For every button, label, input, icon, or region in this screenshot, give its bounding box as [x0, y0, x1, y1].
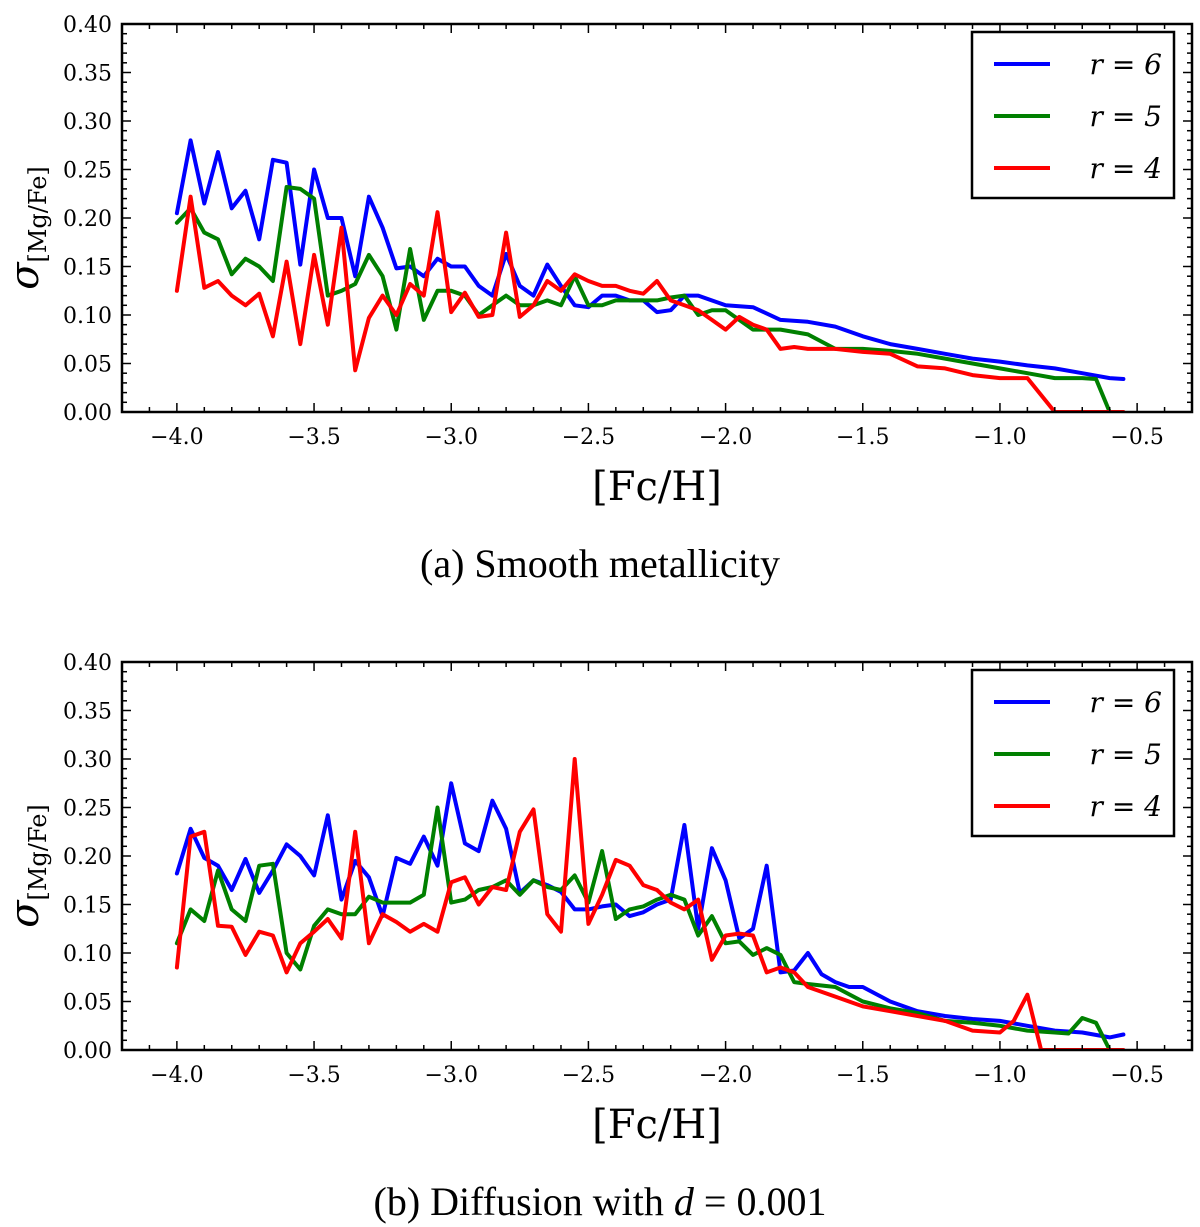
y-tick-label: 0.05 — [63, 991, 112, 1016]
x-axis-label: [Fc/H] — [592, 464, 722, 510]
x-tick-label: −4.0 — [150, 425, 203, 450]
y-tick-label: 0.30 — [63, 110, 112, 135]
series-line-r-4 — [174, 757, 1126, 1050]
legend-label: r = 4 — [1090, 790, 1162, 823]
legend-label: r = 6 — [1090, 48, 1162, 81]
x-tick-label: −3.5 — [287, 1063, 340, 1088]
x-axis-label: [Fc/H] — [592, 1102, 722, 1148]
x-tick-label: −2.0 — [699, 425, 752, 450]
panel-caption: (b) Diffusion with d = 0.001 — [374, 1179, 827, 1224]
y-tick-label: 0.25 — [63, 159, 112, 184]
x-tick-label: −3.0 — [425, 425, 478, 450]
x-tick-label: −2.0 — [699, 1063, 752, 1088]
y-tick-label: 0.35 — [63, 700, 112, 725]
panel-caption: (a) Smooth metallicity — [420, 541, 780, 586]
y-tick-label: 0.35 — [63, 62, 112, 87]
legend-label: r = 6 — [1090, 686, 1162, 719]
y-tick-label: 0.40 — [63, 13, 112, 38]
legend: r = 6 r = 5 r = 4 — [970, 668, 1176, 838]
x-tick-label: −2.5 — [562, 425, 615, 450]
x-tick-label: −1.5 — [836, 425, 889, 450]
y-tick-label: 0.20 — [63, 207, 112, 232]
x-tick-label: −2.5 — [562, 1063, 615, 1088]
y-tick-label: 0.10 — [63, 304, 112, 329]
legend-label: r = 4 — [1090, 152, 1162, 185]
x-tick-label: −1.0 — [973, 425, 1026, 450]
x-tick-label: −0.5 — [1110, 425, 1163, 450]
panel-b-diffusion: −4.0 −3.5 −3.0 −2.5 −2.0 −1.5 −1.0 −0.5 0.00 0.05… — [2, 651, 1194, 1224]
y-tick-label: 0.00 — [63, 401, 112, 426]
panel-a-smooth-metallicity: −4.0 −3.5 −3.0 −2.5 −2.0 −1.5 −1.0 −0.5 0.00 0.05… — [2, 13, 1194, 586]
series-line-r-6 — [174, 138, 1126, 381]
y-tick-label: 0.25 — [63, 797, 112, 822]
y-tick-label: 0.20 — [63, 845, 112, 870]
legend-label: r = 5 — [1090, 738, 1162, 771]
x-tick-label: −1.0 — [973, 1063, 1026, 1088]
y-axis-label: σ[Mg/Fe] — [2, 166, 52, 290]
y-tick-label: 0.15 — [63, 894, 112, 919]
x-tick-label: −3.5 — [287, 425, 340, 450]
x-tick-label: −1.5 — [836, 1063, 889, 1088]
y-tick-label: 0.05 — [63, 353, 112, 378]
y-tick-label: 0.40 — [63, 651, 112, 676]
y-tick-label: 0.00 — [63, 1039, 112, 1064]
y-axis-label: σ[Mg/Fe] — [2, 804, 52, 928]
y-tick-label: 0.15 — [63, 256, 112, 281]
x-tick-label: −0.5 — [1110, 1063, 1163, 1088]
y-tick-label: 0.10 — [63, 942, 112, 967]
series-line-r-4 — [174, 194, 1126, 412]
legend-label: r = 5 — [1090, 100, 1162, 133]
x-tick-label: −3.0 — [425, 1063, 478, 1088]
legend: r = 6 r = 5 r = 4 — [970, 30, 1176, 200]
series-line-r-5 — [174, 185, 1112, 412]
y-tick-label: 0.30 — [63, 748, 112, 773]
x-tick-label: −4.0 — [150, 1063, 203, 1088]
